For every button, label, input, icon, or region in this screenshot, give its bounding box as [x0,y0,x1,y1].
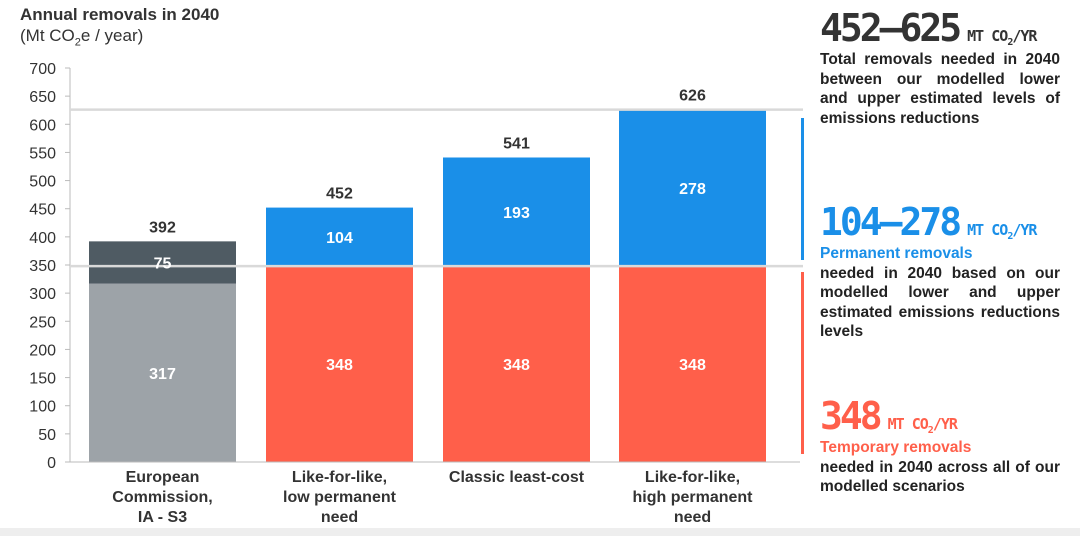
y-axis-label: (Mt CO2e / year) [20,26,144,49]
permanent-removals-unit: MT CO2/YR [967,221,1037,242]
bar-base-segment [443,266,590,462]
x-category-label: Like-for-like, low permanent need [283,469,396,526]
temporary-removals-unit: MT CO2/YR [887,415,958,436]
y-tick-label: 500 [29,174,56,191]
permanent-removals-highlight: Permanent removals [820,245,973,262]
permanent-removals-description: Permanent removals needed in 2040 based … [820,244,1060,342]
temporary-removals-figure: 348 MT CO2/YR [820,394,1060,438]
bar-base-segment [266,266,413,462]
y-tick-label: 550 [29,145,56,162]
y-tick-label: 400 [29,230,56,247]
y-tick-label: 350 [29,258,56,275]
temporary-removals-text: needed in 2040 across all of our modelle… [820,458,1060,496]
permanent-removals-figure: 104–278 MT CO2/YR [820,200,1060,244]
bar-top-segment [89,241,236,284]
permanent-range-line [801,118,804,260]
x-category-label: European Commission, IA - S3 [112,469,213,526]
bar-base-value-label: 348 [503,357,530,374]
total-removals-number: 452–625 [820,6,962,50]
temporary-range-line [801,272,804,454]
y-tick-label: 450 [29,202,56,219]
x-category-label: Like-for-like, high permanent need [632,469,753,526]
bar-base-segment [619,266,766,462]
bar-total-label: 452 [326,186,353,203]
bar-total-label: 392 [149,219,176,236]
bar-base-value-label: 317 [149,366,176,383]
y-tick-label: 150 [29,371,56,388]
permanent-removals-text: needed in 2040 based on our modelled low… [820,264,1060,341]
bar-total-label: 541 [503,135,530,152]
total-removals-unit: MT CO2/YR [967,27,1037,48]
y-tick-label: 600 [29,117,56,134]
total-removals-figure: 452–625 MT CO2/YR [820,6,1060,50]
permanent-removals-number: 104–278 [820,200,962,244]
bar-top-value-label: 104 [326,230,353,247]
axis-title: Annual removals in 2040 (Mt CO2e / year) [20,4,219,53]
temporary-removals-number: 348 [820,394,883,438]
y-tick-label: 300 [29,286,56,303]
total-removals-description: Total removals needed in 2040 between ou… [820,51,1060,127]
y-tick-label: 50 [38,427,56,444]
bar-top-value-label: 278 [679,181,706,198]
bar-total-label: 626 [679,88,706,105]
x-category-label: Classic least-cost [448,469,585,486]
temporary-removals-highlight: Temporary removals [820,439,972,456]
permanent-removals-panel: 104–278 MT CO2/YR Permanent removals need… [820,200,1060,342]
bar-base-value-label: 348 [679,357,706,374]
y-tick-label: 100 [29,399,56,416]
bar-top-segment [619,109,766,267]
bar-base-value-label: 348 [326,357,353,374]
total-removals-panel: 452–625 MT CO2/YR Total removals needed i… [820,6,1060,128]
bar-base-segment [89,283,236,462]
bar-top-segment [443,157,590,267]
temporary-removals-panel: 348 MT CO2/YR Temporary removals needed i… [820,394,1060,497]
temporary-removals-description: Temporary removals needed in 2040 across… [820,438,1060,497]
bar-top-value-label: 75 [154,255,172,272]
chart-title: Annual removals in 2040 [20,5,220,24]
bar-top-value-label: 193 [503,205,530,222]
y-tick-label: 650 [29,89,56,106]
y-tick-label: 700 [29,61,56,78]
y-tick-label: 250 [29,314,56,331]
y-tick-label: 200 [29,342,56,359]
y-tick-label: 0 [47,455,56,472]
bar-top-segment [266,207,413,267]
footer-bar [0,528,1080,536]
